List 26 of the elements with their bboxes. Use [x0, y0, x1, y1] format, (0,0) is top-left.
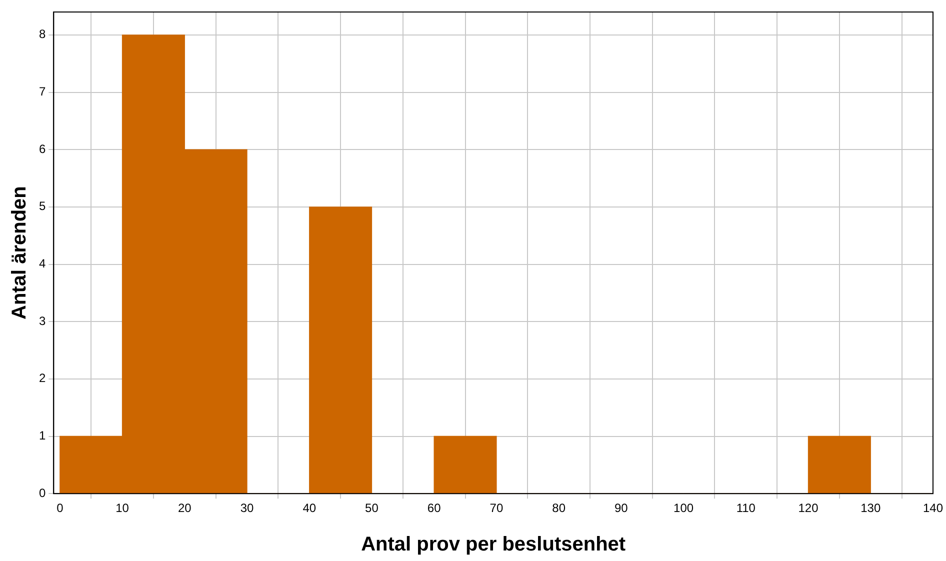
x-tick-label: 60 — [427, 501, 442, 516]
x-tick-label: 50 — [365, 501, 379, 516]
y-tick-label: 3 — [38, 314, 46, 328]
x-tick-label: 90 — [614, 501, 628, 516]
x-tick-label: 80 — [552, 501, 566, 516]
x-tick-label: 120 — [798, 501, 819, 516]
x-tick-label: 30 — [240, 501, 254, 516]
y-tick-label: 0 — [38, 486, 46, 500]
x-tick-label: 110 — [736, 501, 756, 516]
x-tick-label: 100 — [674, 501, 694, 516]
y-tick-label: 2 — [38, 371, 46, 386]
y-tick-label: 6 — [38, 142, 46, 156]
y-axis-title: Antal ärenden — [8, 186, 31, 320]
y-tick-label: 5 — [38, 199, 46, 214]
y-tick-label: 4 — [38, 256, 46, 271]
x-tick-label: 40 — [302, 501, 316, 516]
x-axis-title: Antal prov per beslutsenhet — [361, 534, 626, 556]
x-tick-label: 0 — [56, 501, 64, 516]
x-tick-label: 20 — [178, 501, 192, 516]
y-tick-label: 7 — [38, 84, 46, 99]
x-tick-label: 130 — [860, 501, 881, 516]
x-tick-label: 140 — [922, 501, 944, 516]
x-tick-label: 70 — [490, 501, 504, 516]
y-tick-label: 8 — [38, 27, 46, 42]
x-tick-label: 10 — [116, 501, 130, 516]
y-tick-label: 1 — [38, 428, 46, 443]
